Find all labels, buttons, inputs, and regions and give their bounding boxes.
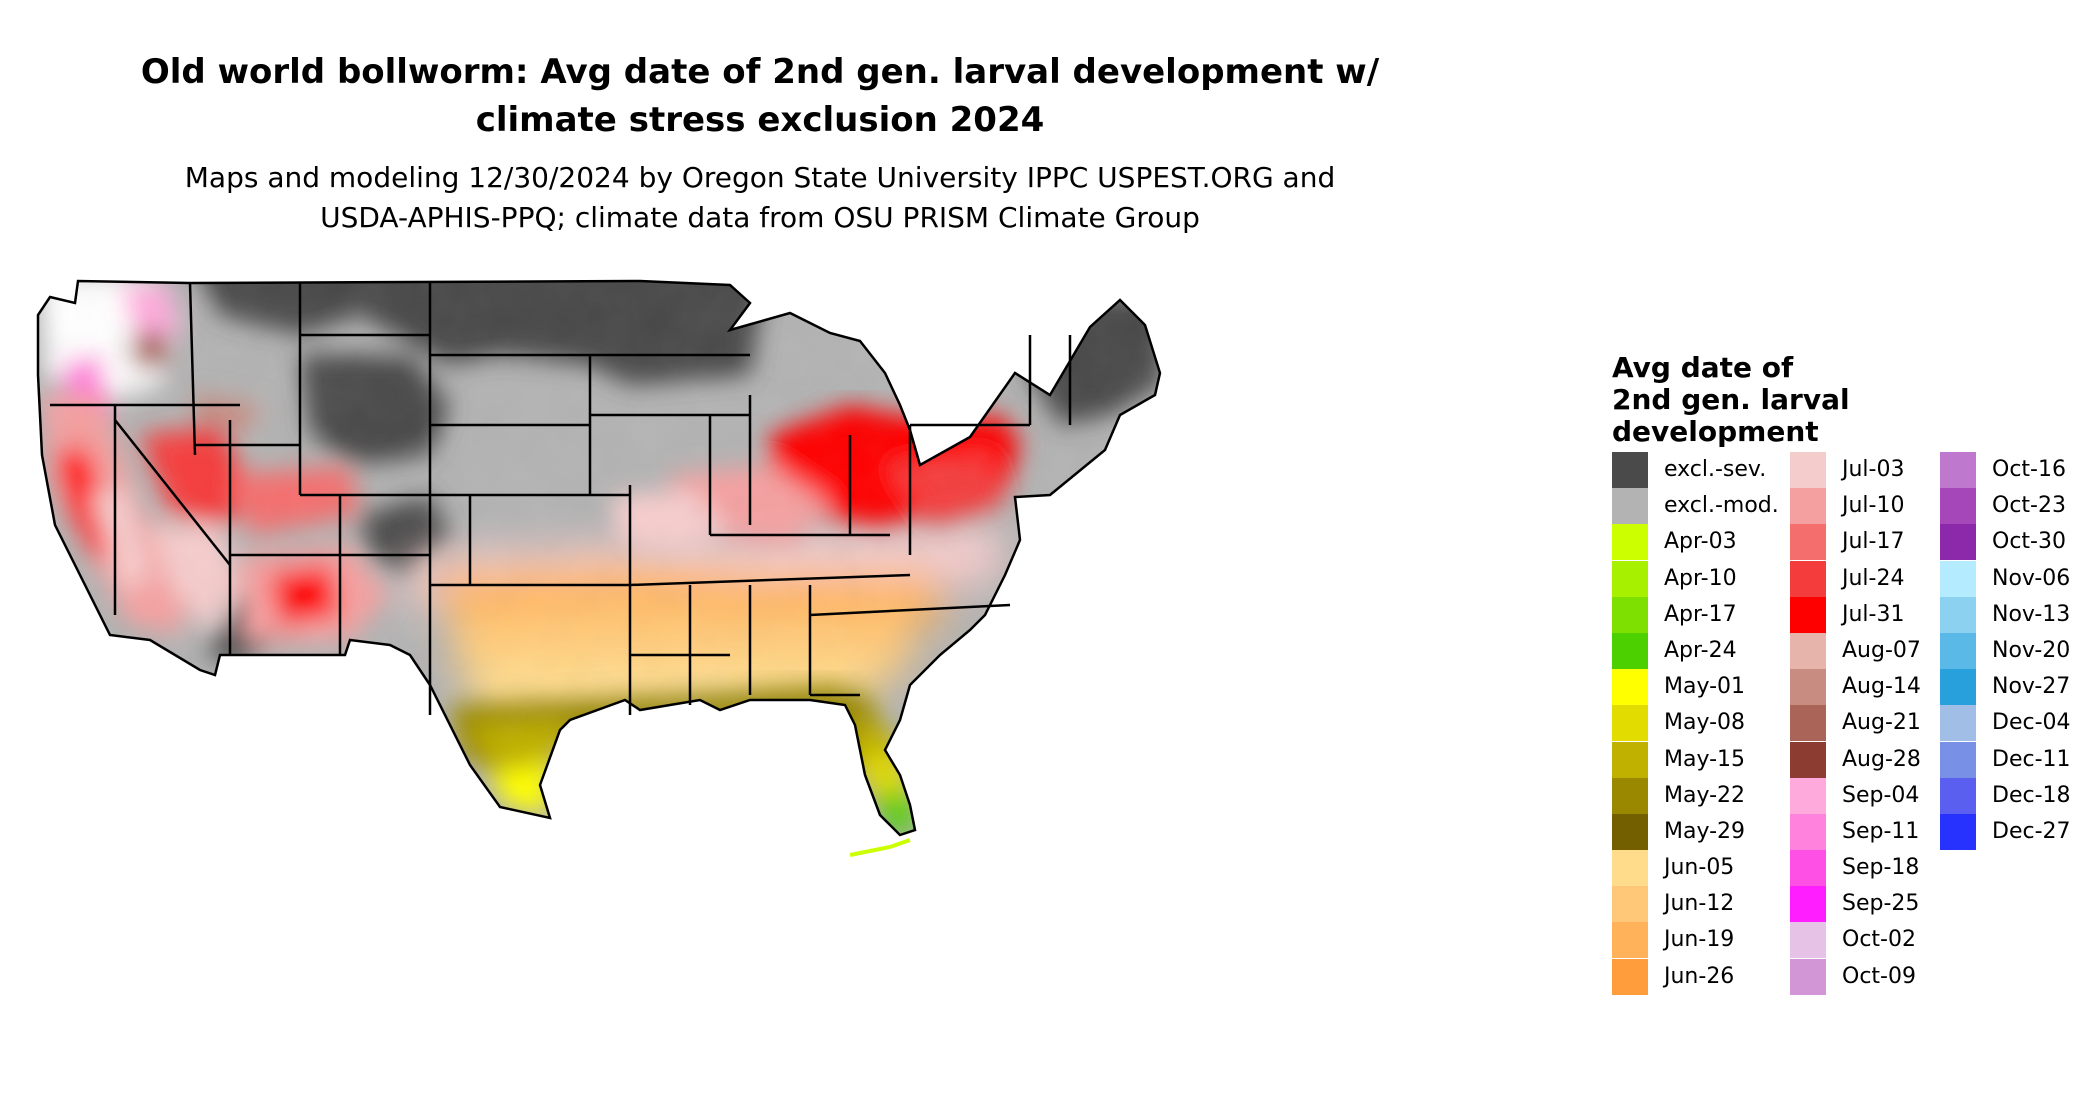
legend-label: Jun-19	[1664, 927, 1735, 953]
legend-label: Nov-06	[1992, 565, 2071, 591]
legend-swatch	[1612, 777, 1648, 814]
legend-label: Jul-17	[1842, 529, 1905, 555]
legend-swatch	[1612, 632, 1648, 669]
legend-swatch	[1790, 958, 1826, 995]
legend-title: Avg date of 2nd gen. larval development	[1612, 352, 1912, 448]
legend-swatch	[1612, 452, 1648, 488]
legend-label: Jul-10	[1842, 493, 1905, 519]
legend-swatch	[1940, 524, 1976, 561]
legend-swatch	[1940, 741, 1976, 778]
legend-swatch	[1612, 741, 1648, 778]
legend-swatch	[1612, 705, 1648, 742]
legend-label: Sep-25	[1842, 891, 1920, 917]
us-map-graphic	[36, 279, 1162, 857]
legend-swatch	[1612, 524, 1648, 561]
legend-title-line: development	[1612, 415, 1819, 448]
legend-label: Jun-12	[1664, 891, 1735, 917]
legend-swatch	[1790, 922, 1826, 959]
legend-label: Sep-11	[1842, 818, 1920, 844]
legend-label: Jul-03	[1842, 457, 1905, 482]
legend-label: Aug-21	[1842, 710, 1921, 736]
legend-label: Apr-10	[1664, 565, 1737, 591]
legend-label: May-15	[1664, 746, 1746, 772]
legend-swatch	[1612, 669, 1648, 706]
legend-label: Jul-31	[1842, 601, 1905, 627]
legend-label: May-08	[1664, 710, 1746, 736]
legend-label: Dec-27	[1992, 818, 2071, 844]
legend-swatch	[1612, 922, 1648, 959]
legend-swatch	[1790, 524, 1826, 561]
subtitle-line-1: Maps and modeling 12/30/2024 by Oregon S…	[184, 161, 1336, 194]
legend-swatch	[1790, 886, 1826, 923]
legend-swatch	[1790, 488, 1826, 525]
legend-label: Apr-24	[1664, 637, 1737, 663]
legend-label: Oct-16	[1992, 457, 2066, 482]
legend-swatch	[1790, 705, 1826, 742]
legend-label: May-01	[1664, 674, 1746, 700]
legend-label: Aug-28	[1842, 746, 1921, 772]
legend-label: Oct-09	[1842, 963, 1916, 989]
legend-label: Aug-14	[1842, 674, 1921, 700]
legend-swatch	[1940, 777, 1976, 814]
legend-label: Jun-26	[1664, 963, 1735, 989]
legend-swatch	[1790, 669, 1826, 706]
legend-title-line: 2nd gen. larval	[1612, 383, 1850, 416]
legend-swatch	[1940, 813, 1976, 850]
legend-swatch	[1790, 741, 1826, 778]
legend-label: Oct-23	[1992, 493, 2066, 519]
legend-swatch	[1790, 560, 1826, 597]
legend-label: Aug-07	[1842, 637, 1921, 663]
legend-label: excl.-sev.	[1664, 457, 1767, 482]
legend-label: Jul-24	[1842, 565, 1905, 591]
legend-swatch	[1940, 596, 1976, 633]
legend-swatch	[1940, 705, 1976, 742]
legend-label: May-22	[1664, 782, 1746, 808]
legend-label: Jun-05	[1664, 855, 1735, 881]
legend-label: Sep-18	[1842, 855, 1920, 881]
legend-swatch	[1612, 813, 1648, 850]
legend-label: Oct-02	[1842, 927, 1916, 953]
legend-label: Nov-20	[1992, 637, 2071, 663]
title-line-2: climate stress exclusion 2024	[475, 100, 1045, 140]
legend-swatch	[1612, 488, 1648, 525]
legend-label: May-29	[1664, 818, 1746, 844]
legend-swatch	[1612, 886, 1648, 923]
legend-label: Apr-17	[1664, 601, 1737, 627]
legend-label: Apr-03	[1664, 529, 1737, 555]
legend-label: Dec-18	[1992, 782, 2071, 808]
legend-label: Nov-13	[1992, 601, 2071, 627]
legend-swatch	[1940, 452, 1976, 488]
legend-label: Oct-30	[1992, 529, 2066, 555]
map-subtitle: Maps and modeling 12/30/2024 by Oregon S…	[80, 158, 1440, 238]
title-line-1: Old world bollworm: Avg date of 2nd gen.…	[140, 52, 1380, 92]
legend-swatch	[1790, 777, 1826, 814]
legend-label: Dec-04	[1992, 710, 2071, 736]
legend-swatch	[1790, 596, 1826, 633]
legend-swatch	[1612, 850, 1648, 887]
legend-swatch	[1612, 560, 1648, 597]
legend-swatch	[1940, 632, 1976, 669]
legend-label: Nov-27	[1992, 674, 2071, 700]
legend-title-line: Avg date of	[1612, 351, 1794, 384]
legend-swatch	[1940, 488, 1976, 525]
legend-swatch	[1790, 452, 1826, 488]
legend-swatch	[1940, 560, 1976, 597]
map-title: Old world bollworm: Avg date of 2nd gen.…	[80, 48, 1440, 144]
legend-swatch	[1940, 669, 1976, 706]
legend-swatch	[1790, 813, 1826, 850]
legend-label: Dec-11	[1992, 746, 2071, 772]
us-map	[30, 255, 1570, 1115]
legend-label: Sep-04	[1842, 782, 1920, 808]
legend-swatch	[1790, 850, 1826, 887]
legend-swatch	[1612, 596, 1648, 633]
legend-label: excl.-mod.	[1664, 493, 1779, 519]
legend-swatch	[1790, 632, 1826, 669]
subtitle-line-2: USDA-APHIS-PPQ; climate data from OSU PR…	[320, 201, 1200, 234]
legend-swatch	[1612, 958, 1648, 995]
